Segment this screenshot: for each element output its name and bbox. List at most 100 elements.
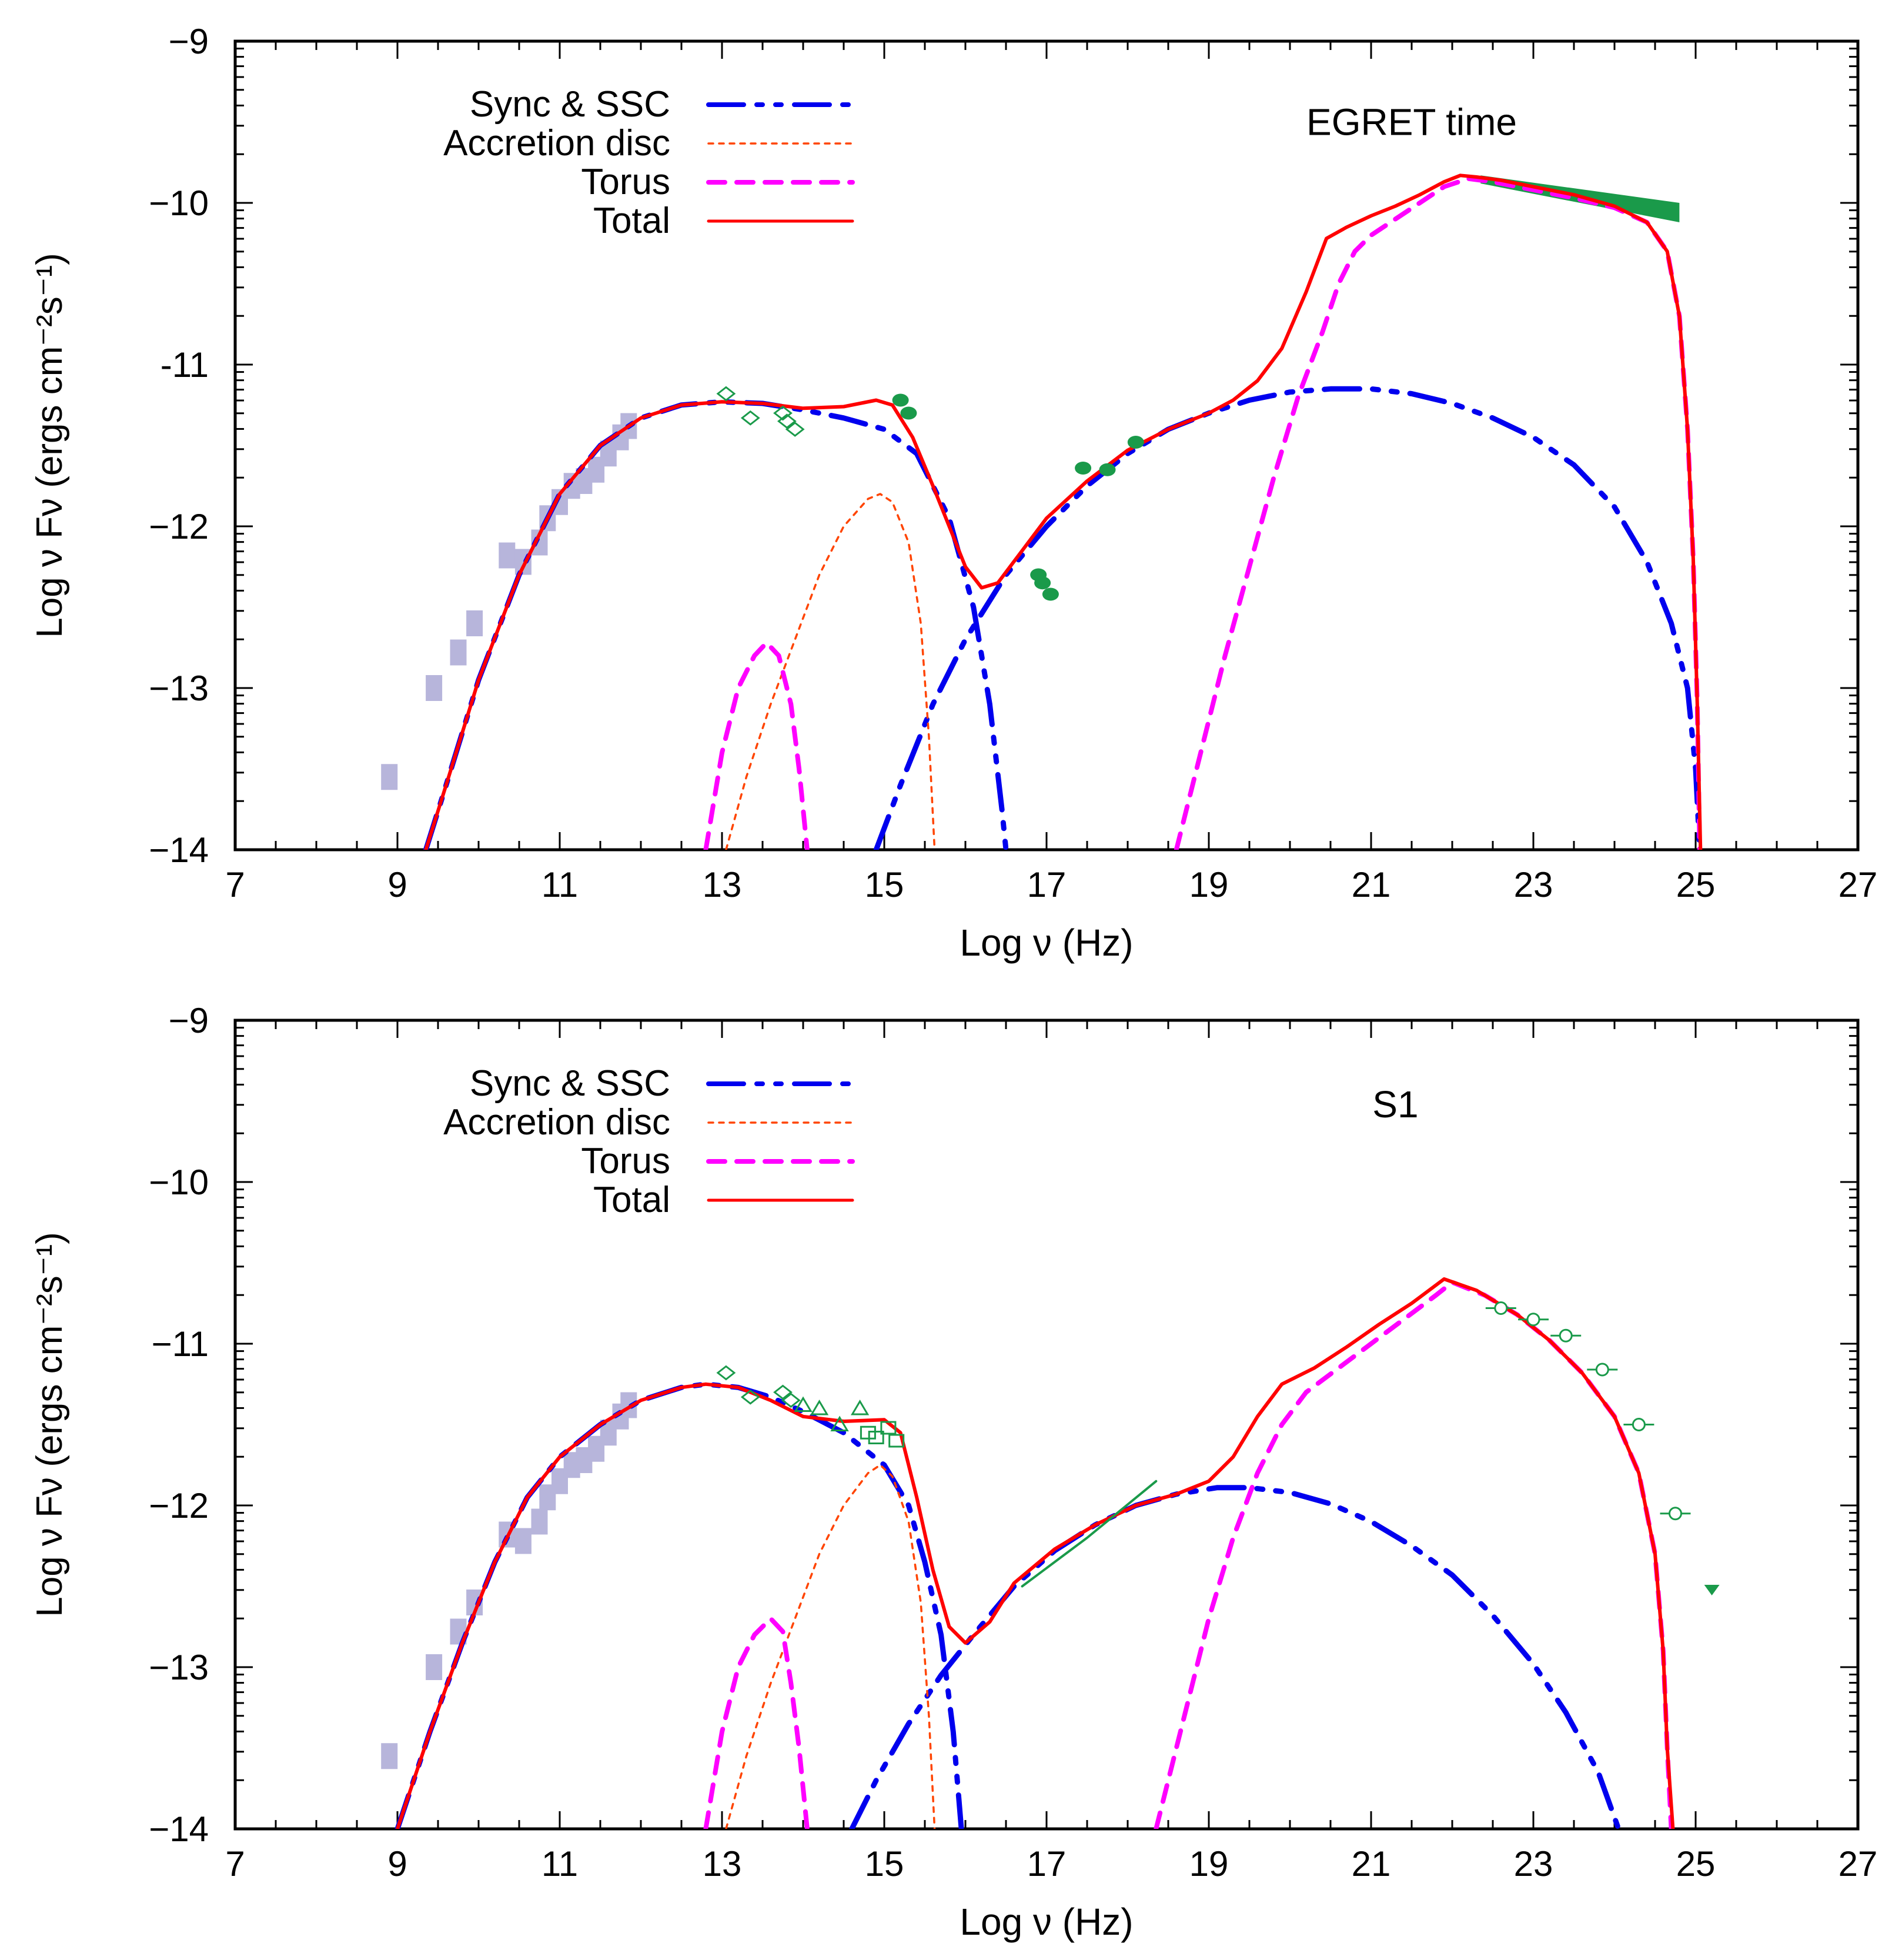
radio-point <box>466 610 483 636</box>
uv-square-point <box>888 1434 905 1448</box>
fermi-point <box>1526 1313 1540 1327</box>
xray-point <box>892 393 909 407</box>
y-tick-label: −12 <box>149 507 209 546</box>
x-tick-label: 17 <box>1027 865 1067 904</box>
plot-area <box>381 173 1703 850</box>
x-tick-label: 19 <box>1189 865 1229 904</box>
x-tick-label: 27 <box>1839 1844 1878 1884</box>
series-sync-ssc <box>395 1381 964 1829</box>
y-tick-label: −11 <box>152 1324 209 1364</box>
x-tick-label: 7 <box>225 865 245 904</box>
xray-point <box>1075 462 1092 475</box>
xray-point <box>1034 576 1051 590</box>
xray-point <box>900 406 917 420</box>
series-sync-ssc-inverse-compton- <box>849 1485 1622 1829</box>
x-tick-label: 15 <box>865 865 904 904</box>
y-tick-label: −9 <box>169 22 209 61</box>
optical-triangle-point <box>810 1400 829 1415</box>
x-tick-label: 21 <box>1352 865 1391 904</box>
upper-limit-marker <box>1704 1585 1720 1595</box>
ir-diamond-point <box>716 1365 736 1381</box>
x-tick-label: 27 <box>1839 865 1878 904</box>
x-tick-label: 17 <box>1027 1844 1067 1884</box>
ir-diamond-point <box>773 405 793 421</box>
radio-point <box>381 1743 398 1769</box>
x-tick-label: 11 <box>541 1844 578 1884</box>
legend-label: Accretion disc <box>443 123 670 163</box>
fermi-point <box>1595 1363 1609 1377</box>
uv-square-point <box>860 1425 876 1440</box>
series-x-ray-power-law <box>1021 1480 1158 1588</box>
y-tick-label: −14 <box>149 830 209 870</box>
x-tick-label: 13 <box>703 865 742 904</box>
fermi-point <box>1669 1507 1682 1521</box>
x-tick-label: 25 <box>1676 1844 1716 1884</box>
y-tick-label: −10 <box>149 1163 209 1202</box>
legend-label: Total <box>593 1180 670 1220</box>
optical-triangle-point <box>830 1415 849 1431</box>
x-tick-label: 19 <box>1189 1844 1229 1884</box>
y-tick-label: −10 <box>149 183 209 223</box>
ir-diamond-point <box>785 422 805 437</box>
x-tick-label: 9 <box>387 1844 407 1884</box>
radio-point <box>426 675 443 701</box>
x-axis-label: Log ν (Hz) <box>960 1901 1133 1943</box>
series-total <box>396 1277 1675 1829</box>
panel-1: 7 9 11 13 15 17 19 21 23 25 27 −9 −10 -11 −12 −13 −14 Log… <box>29 22 1877 964</box>
plot-area <box>381 1277 1720 1829</box>
ir-diamond-point <box>773 1384 793 1400</box>
radio-point <box>381 764 398 790</box>
series-accretion-disc <box>725 1464 936 1829</box>
x-tick-label: 7 <box>225 1844 245 1884</box>
ir-diamond-point <box>777 413 797 429</box>
ir-diamond-point <box>781 1393 801 1408</box>
legend-label: Torus <box>581 162 670 202</box>
y-tick-label: −13 <box>149 1648 209 1687</box>
x-tick-label: 9 <box>387 865 407 904</box>
xray-point <box>1099 463 1116 476</box>
x-tick-label: 15 <box>865 1844 904 1884</box>
panel-label: S1 <box>1372 1083 1418 1126</box>
uv-square-point <box>880 1421 897 1435</box>
panel-label: EGRET time <box>1306 101 1517 143</box>
legend-label: Accretion disc <box>443 1102 670 1143</box>
radio-point <box>426 1654 443 1680</box>
x-tick-label: 23 <box>1514 865 1553 904</box>
fermi-point <box>1559 1328 1573 1343</box>
legend-label: Sync & SSC <box>470 1063 670 1104</box>
ir-diamond-point <box>740 1389 760 1405</box>
series-accretion-disc <box>725 493 936 850</box>
series-total <box>424 173 1703 850</box>
series-torus-external-compton- <box>1174 176 1702 850</box>
radio-point <box>531 1508 548 1535</box>
y-tick-label: −13 <box>149 669 209 708</box>
series-torus <box>703 1616 810 1829</box>
y-axis-label: Log ν Fν (ergs cm⁻²s⁻¹) <box>29 1232 70 1617</box>
radio-point <box>514 1528 532 1554</box>
y-axis-label: Log ν Fν (ergs cm⁻²s⁻¹) <box>29 253 70 638</box>
legend-label: Total <box>593 201 670 241</box>
ir-diamond-point <box>740 410 760 426</box>
series-torus-external-compton- <box>1154 1280 1674 1829</box>
legend-label: Torus <box>581 1141 670 1181</box>
xray-point <box>1127 436 1144 449</box>
radio-point <box>499 542 516 569</box>
x-axis-label: Log ν (Hz) <box>960 921 1133 964</box>
x-tick-label: 13 <box>703 1844 742 1884</box>
x-tick-label: 11 <box>541 865 578 904</box>
optical-triangle-point <box>850 1400 870 1415</box>
plot-frame <box>233 39 1860 852</box>
optical-triangle-point <box>794 1396 813 1412</box>
x-tick-label: 25 <box>1676 865 1716 904</box>
uv-square-point <box>868 1431 884 1444</box>
panel-2: 7 9 11 13 15 17 19 21 23 25 27 −9 −10 −11 −12 −13 −14 Log… <box>29 1001 1877 1943</box>
x-tick-label: 21 <box>1352 1844 1391 1884</box>
legend-label: Sync & SSC <box>470 84 670 125</box>
series-torus <box>703 640 810 850</box>
x-tick-label: 23 <box>1514 1844 1553 1884</box>
y-tick-label: −14 <box>149 1809 209 1849</box>
